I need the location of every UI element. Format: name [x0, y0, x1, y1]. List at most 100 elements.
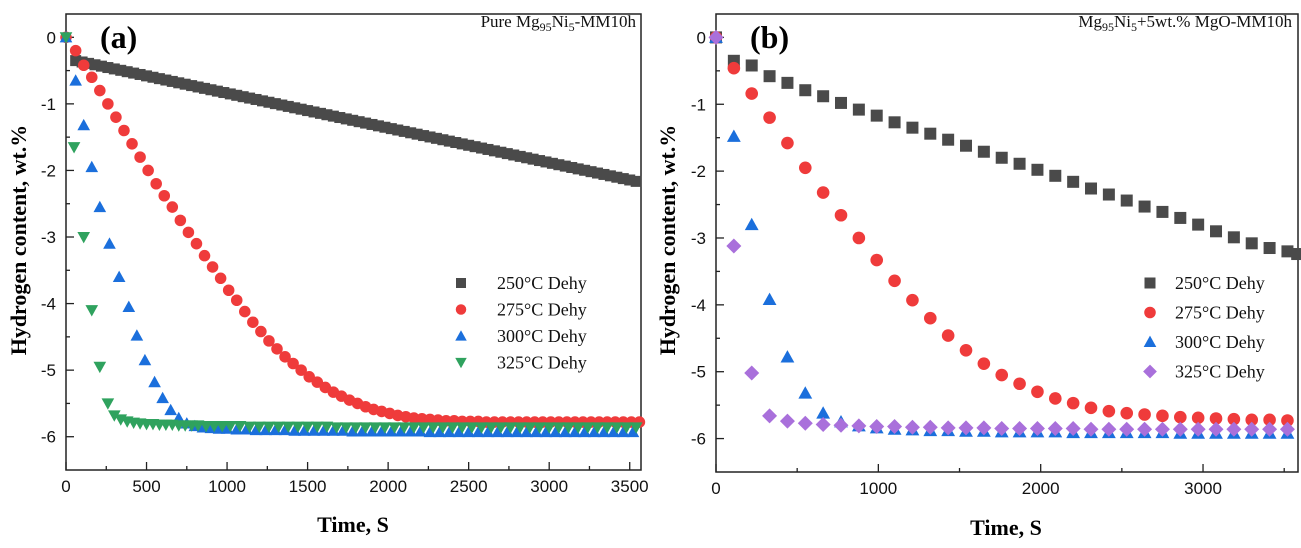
data-point [571, 422, 585, 434]
data-point [546, 157, 558, 169]
data-point [263, 335, 275, 347]
data-point [906, 293, 919, 307]
data-point [153, 73, 165, 85]
data-point [446, 422, 459, 434]
data-point [558, 425, 572, 438]
data-point [101, 398, 115, 410]
data-point [1013, 157, 1026, 170]
data-point [295, 364, 307, 376]
data-point [763, 111, 776, 124]
data-point [463, 139, 475, 151]
data-point [1226, 421, 1242, 437]
data-point [122, 300, 136, 312]
data-point [112, 270, 126, 283]
legend-b: 250°C Dehy 275°C Dehy 300°C Dehy 325°C Dehy [1143, 273, 1265, 382]
series-diamond [708, 29, 1295, 437]
y-tick-label: -6 [691, 430, 706, 449]
data-point [904, 419, 920, 435]
data-point [604, 170, 616, 182]
data-point [107, 410, 121, 422]
data-point [302, 105, 314, 117]
data-point [231, 89, 243, 101]
legend-label: 325°C Dehy [1175, 362, 1265, 382]
data-point [533, 422, 546, 434]
data-point [799, 84, 812, 97]
legend-label: 325°C Dehy [497, 353, 587, 373]
data-point [591, 422, 604, 434]
data-point [138, 353, 152, 366]
data-point [977, 357, 991, 370]
data-point [247, 316, 259, 328]
legend-marker-triangle-down [455, 357, 467, 369]
data-point [504, 422, 517, 434]
data-point [392, 124, 404, 136]
y-tick-label: -1 [691, 95, 706, 114]
x-tick-label: 1000 [859, 479, 897, 498]
legend-marker-square [1144, 277, 1156, 289]
data-point [121, 66, 133, 78]
data-point [223, 421, 237, 433]
data-point [456, 138, 468, 150]
data-point [1227, 231, 1240, 244]
data-point [494, 422, 508, 434]
data-point [272, 421, 285, 434]
data-point [102, 98, 114, 110]
data-point [727, 61, 741, 75]
data-point [1137, 421, 1153, 437]
data-point [552, 422, 566, 434]
data-point [870, 109, 883, 122]
data-point [308, 106, 320, 118]
panel-label-b: (b) [750, 19, 789, 55]
data-point [158, 189, 171, 202]
series-square [710, 31, 1301, 261]
data-point [411, 128, 423, 140]
data-point [579, 164, 591, 176]
data-point [301, 421, 314, 434]
data-point [70, 55, 82, 67]
legend-label: 275°C Dehy [1175, 303, 1265, 323]
data-point [130, 329, 144, 341]
data-point [607, 425, 620, 438]
data-point [314, 107, 326, 119]
data-point [93, 200, 107, 213]
data-point [620, 422, 633, 434]
data-point [745, 87, 759, 100]
legend-marker-square [456, 278, 466, 288]
data-point [833, 417, 849, 433]
y-tick-label: -6 [41, 428, 56, 447]
data-point [745, 59, 758, 72]
data-point [437, 134, 449, 146]
data-point [888, 274, 901, 288]
legend-label: 300°C Dehy [497, 326, 587, 346]
y-tick-label: -3 [691, 229, 706, 248]
data-point [1281, 414, 1294, 427]
data-point [77, 118, 91, 131]
data-point [960, 139, 973, 152]
data-point [475, 422, 488, 434]
data-point [218, 87, 230, 99]
data-point [388, 422, 401, 434]
data-point [762, 408, 778, 424]
data-point [199, 421, 213, 433]
data-point [610, 422, 624, 434]
data-point [500, 425, 514, 438]
data-point [508, 149, 520, 161]
data-point [539, 425, 553, 438]
data-point [597, 425, 611, 438]
x-tick-label: 2000 [1022, 479, 1060, 498]
plot-frame-a [65, 13, 642, 471]
data-point [186, 80, 198, 92]
legend-marker-triangle-up [455, 330, 467, 341]
x-tick-label: 1500 [289, 477, 327, 496]
panel-b: 0 1000 2000 3000 0 -1 -2 -3 -4 -5 -6 (b) Mg95Ni5+… [655, 12, 1301, 540]
data-point [994, 421, 1010, 437]
data-point [1209, 412, 1223, 425]
data-point [77, 231, 91, 244]
data-point [1192, 218, 1205, 231]
data-point [941, 329, 955, 342]
data-point [89, 59, 101, 71]
data-point [942, 133, 955, 146]
data-point [271, 343, 283, 355]
data-point [1029, 421, 1045, 437]
y-tick-label: -1 [41, 95, 56, 114]
